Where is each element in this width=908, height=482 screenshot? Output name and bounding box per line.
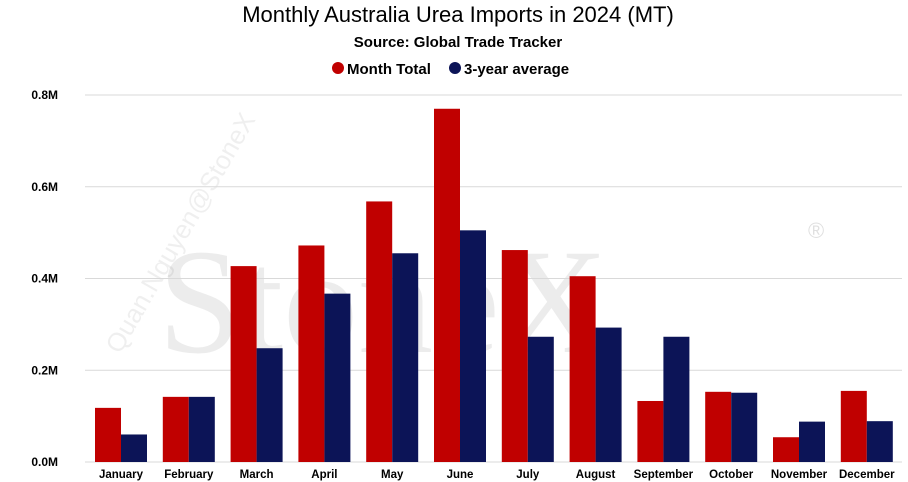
y-tick-label: 0.6M xyxy=(31,180,58,194)
x-tick-label: November xyxy=(771,469,828,481)
legend-label-3-year-average: 3-year average xyxy=(464,61,569,78)
bar-3-year-average xyxy=(188,396,215,462)
bar-month-total xyxy=(434,108,460,462)
bar-3-year-average xyxy=(595,327,622,462)
bar-3-year-average xyxy=(866,421,893,462)
bar-3-year-average xyxy=(460,230,486,462)
chart-title: Monthly Australia Urea Imports in 2024 (… xyxy=(242,2,674,27)
x-tick-label: August xyxy=(576,469,616,481)
y-tick-label: 0.2M xyxy=(31,363,58,377)
bar-3-year-average xyxy=(392,253,419,462)
x-axis: January February March April May June July Augu… xyxy=(99,469,895,481)
x-tick-label: April xyxy=(311,469,337,481)
legend: Month Total 3-year average xyxy=(332,61,569,78)
bar-month-total xyxy=(95,407,121,462)
bar-3-year-average xyxy=(527,336,554,462)
y-axis: 0.0M 0.2M 0.4M 0.6M 0.8M xyxy=(31,88,58,469)
bar-3-year-average xyxy=(121,434,147,462)
bar-month-total xyxy=(162,396,189,462)
bar-month-total xyxy=(773,437,799,462)
bar-month-total xyxy=(637,400,664,462)
bar-month-total xyxy=(569,276,596,462)
legend-marker-3-year-average xyxy=(449,62,461,74)
y-tick-label: 0.4M xyxy=(31,272,58,286)
bar-3-year-average xyxy=(799,421,825,462)
x-tick-label: March xyxy=(240,469,274,481)
bar-3-year-average xyxy=(324,293,351,462)
chart-subtitle: Source: Global Trade Tracker xyxy=(354,34,563,51)
x-tick-label: October xyxy=(709,469,754,481)
x-tick-label: June xyxy=(447,469,474,481)
bar-3-year-average xyxy=(731,392,758,462)
watermark-registered-mark: ® xyxy=(808,218,824,243)
bar-3-year-average xyxy=(663,336,690,462)
x-tick-label: January xyxy=(99,469,144,481)
x-tick-label: February xyxy=(164,469,214,481)
bar-month-total xyxy=(705,391,732,462)
bar-month-total xyxy=(501,250,528,462)
bar-month-total xyxy=(230,266,257,462)
bar-month-total xyxy=(366,201,393,462)
legend-marker-month-total xyxy=(332,62,344,74)
legend-label-month-total: Month Total xyxy=(347,61,431,78)
bar-month-total xyxy=(840,390,867,462)
x-tick-label: September xyxy=(634,469,694,481)
y-tick-label: 0.0M xyxy=(31,455,58,469)
x-tick-label: May xyxy=(381,469,404,481)
gridlines xyxy=(85,94,902,463)
y-tick-label: 0.8M xyxy=(31,88,58,102)
bar-3-year-average xyxy=(256,348,283,462)
bars xyxy=(95,108,893,462)
bar-month-total xyxy=(298,245,325,462)
x-tick-label: December xyxy=(839,469,895,481)
x-tick-label: July xyxy=(516,469,540,481)
